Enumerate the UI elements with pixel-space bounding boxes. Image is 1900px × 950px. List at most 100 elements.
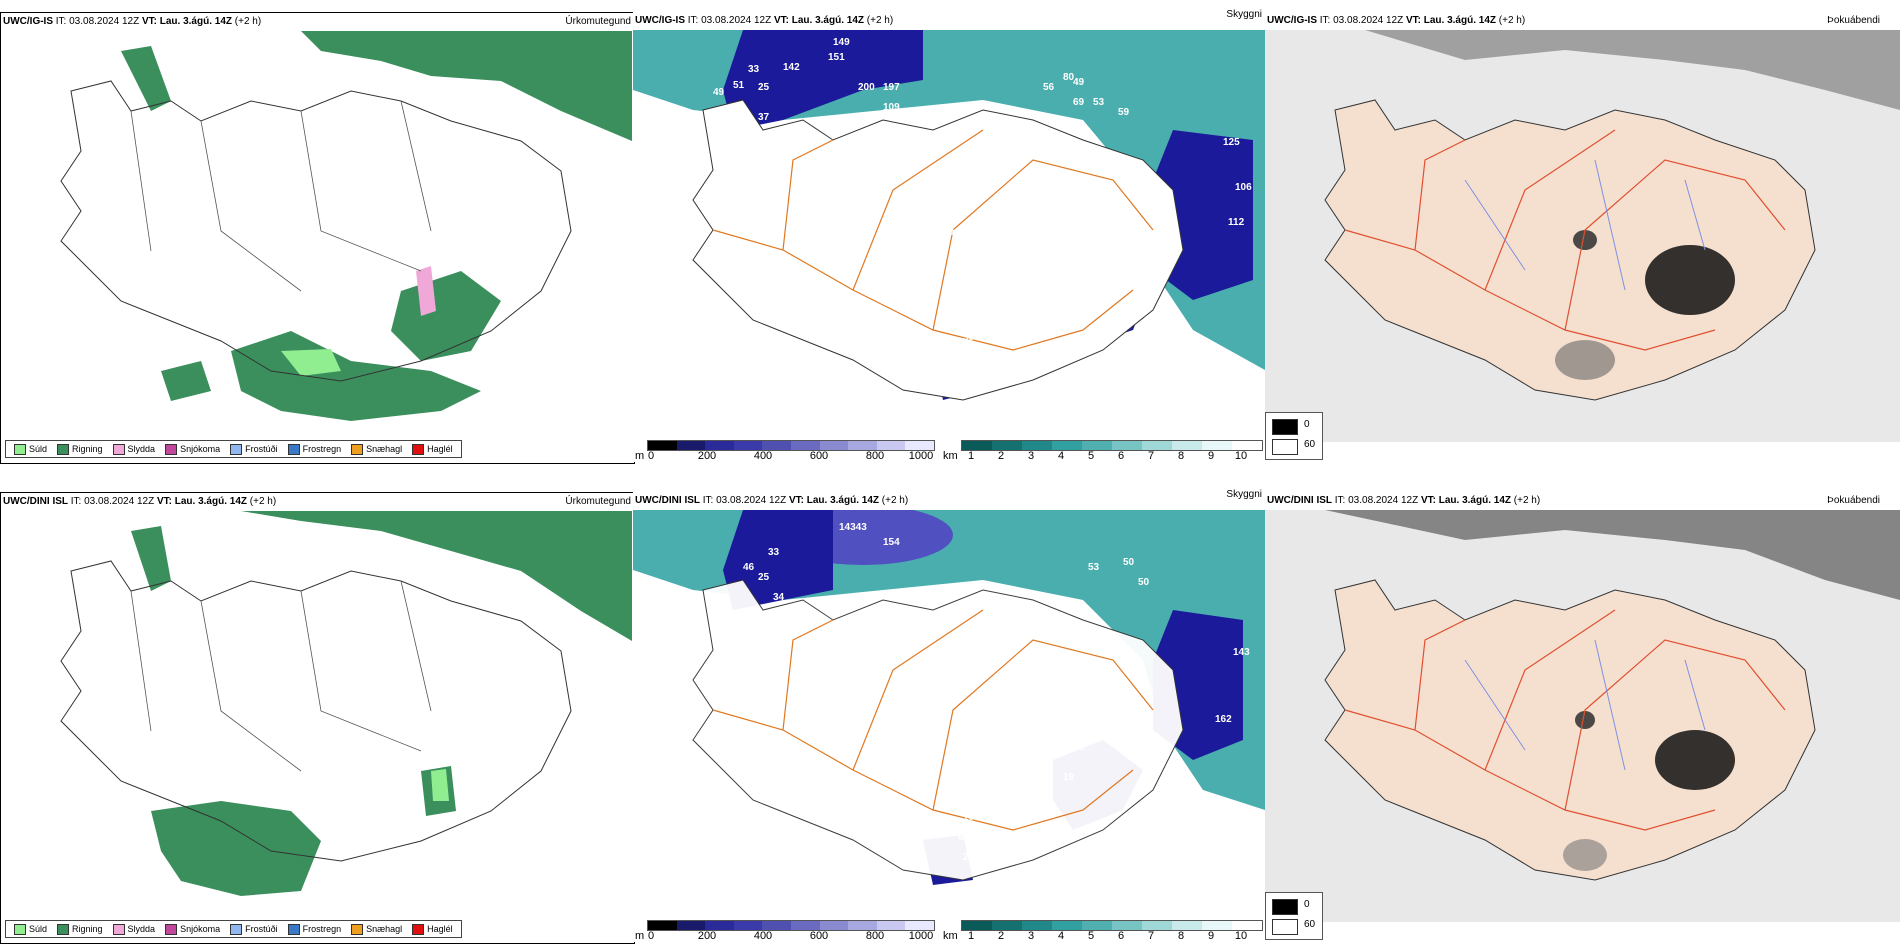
visibility-ticks: 1 2 3 4 5 6 7 8 9 10 [967,930,1248,942]
low-cloud-northwest [723,30,923,130]
fog-blob-central [1573,230,1597,250]
roads [1344,129,1786,351]
visibility-value-label: 59 [1118,107,1130,118]
rain-area-northwest [131,526,171,591]
visibility-value-label: 34 [773,592,785,603]
legend-item-drizzle: Súld [14,923,47,935]
fog-blob-east [1655,730,1735,790]
fog-legend: 0 60 [1265,892,1323,940]
visibility-value-label: 151 [828,52,845,63]
fog-dense-north [1325,510,1900,600]
legend-item-sleet: Slydda [112,443,155,455]
panel-title: Skyggni [1226,9,1262,20]
legend-item-drizzle: Súld [14,443,47,455]
panel-header: UWC/IG-IS IT: 03.08.2024 12Z VT: Lau. 3.… [1,13,634,31]
visibility-value-label: 49 [1073,77,1085,88]
visibility-value-label: 101 [943,227,960,238]
visibility-value-label: 109 [963,247,980,258]
visibility-value-label: 162 [1215,714,1232,725]
legend-item-freezing-rain: Frostregn [287,443,341,455]
panel-title: Þokuábendi [1827,15,1880,26]
fog-panel-row2: UWC/DINI ISL IT: 03.08.2024 12Z VT: Lau.… [1265,492,1900,942]
legend-item-rain: Rigning [57,443,103,455]
rivers [1464,639,1706,771]
iceland-land [1324,579,1816,881]
iceland-coastline [60,80,572,382]
fog-legend: 0 60 [1265,412,1323,460]
internal-borders [130,100,432,292]
fog-blob-central [1575,711,1595,729]
legend-item-hail: Haglél [412,923,453,935]
precip-type-legend: Súld Rigning Slydda Snjókoma Frostúði Fr… [5,920,462,938]
ceiling-colorbar: m 0 200 400 600 800 1000 [635,440,935,468]
visibility-value-label: 23 [963,852,975,863]
legend-item-snow-pellets: Snæhagl [351,443,402,455]
rain-area-northwest [121,46,171,111]
visibility-value-label: 109 [963,812,980,823]
visibility-panel-row1: UWC/IG-IS IT: 03.08.2024 12Z VT: Lau. 3.… [633,9,1265,462]
panel-header: UWC/DINI ISL IT: 03.08.2024 12Z VT: Lau.… [633,489,1265,510]
panel-title: Skyggni [1226,489,1262,500]
visibility-value-label: 33 [748,64,760,75]
low-cloud-northwest [723,510,833,610]
ceiling-ticks: 0 200 400 600 800 1000 [647,450,934,462]
legend-item-sleet: Slydda [112,923,155,935]
legend-item-freezing-drizzle: Frostúði [230,443,278,455]
visibility-value-label: 40 [1108,247,1120,258]
visibility-value-label: 69 [1073,97,1085,108]
visibility-value-label: 45 [948,352,960,363]
visibility-value-label: 109 [883,102,900,113]
visibility-value-label: 31 [1073,742,1085,753]
precip-map [60,511,632,896]
iceland-coastline [60,560,572,862]
visibility-value-label: 53 [1088,562,1100,573]
visibility-value-label: 62 [958,832,970,843]
visibility-value-label: 23 [963,372,975,383]
rain-area-north [301,31,632,141]
panel-header: UWC/DINI ISL IT: 03.08.2024 12Z VT: Lau.… [1265,492,1900,510]
visibility-value-label: 149 [833,37,850,48]
panel-title: Úrkomutegund [565,496,631,507]
fog-map [1265,30,1900,442]
visibility-panel-row2: UWC/DINI ISL IT: 03.08.2024 12Z VT: Lau.… [633,489,1265,942]
iceland-land [1324,99,1816,401]
ceiling-colorbar: m 0 200 400 600 800 1000 [635,920,935,948]
iceland-land [692,99,1184,401]
fog-map [1265,510,1900,922]
visibility-value-label: 56 [1043,82,1055,93]
visibility-value-label: 50 [1123,557,1135,568]
legend-item-snow: Snjókoma [165,923,220,935]
visibility-ticks: 1 2 3 4 5 6 7 8 9 10 [967,450,1248,462]
visibility-value-label: 21 [1063,322,1075,333]
visibility-value-label: 125 [1223,137,1240,148]
visibility-value-label: 37 [758,112,770,123]
visibility-value-label: 106 [1235,182,1252,193]
rain-area-south [151,801,321,896]
drizzle-area [281,349,341,376]
fog-blob-south [1563,839,1607,871]
iceland-land [692,579,1184,881]
visibility-value-label: 19 [1063,772,1075,783]
precip-panel-row1: UWC/IG-IS IT: 03.08.2024 12Z VT: Lau. 3.… [0,12,635,464]
visibility-value-label: 200 [858,82,875,93]
drizzle-area [431,769,449,801]
panel-header: UWC/IG-IS IT: 03.08.2024 12Z VT: Lau. 3.… [633,9,1265,30]
legend-item-snow-pellets: Snæhagl [351,923,402,935]
fog-blob-east [1645,245,1735,315]
precip-type-legend: Súld Rigning Slydda Snjókoma Frostúði Fr… [5,440,462,458]
model-name: UWC/IG-IS [3,16,53,27]
visibility-value-label: 37 [1078,262,1090,273]
panel-header: UWC/DINI ISL IT: 03.08.2024 12Z VT: Lau.… [1,493,634,511]
sleet-area [416,266,436,316]
visibility-value-label: 43 [1028,242,1040,253]
internal-borders [130,580,432,772]
legend-item-hail: Haglél [412,443,453,455]
visibility-value-label: 197 [883,82,900,93]
visibility-value-label: 51 [733,80,745,91]
precip-map [60,31,632,421]
rivers [1464,159,1706,291]
visibility-value-label: 31 [1083,282,1095,293]
panel-title: Þokuábendi [1827,495,1880,506]
